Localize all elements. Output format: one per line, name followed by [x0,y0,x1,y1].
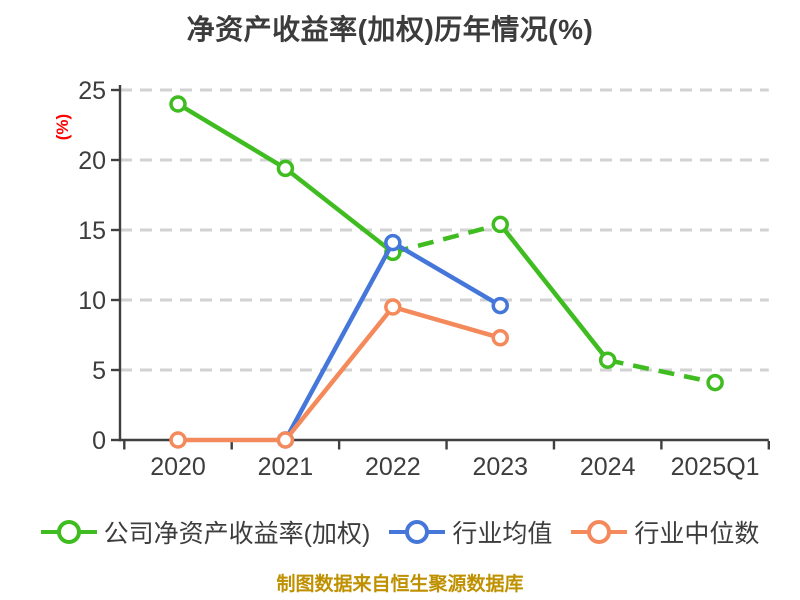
data-point-marker [384,298,402,316]
data-point-marker [169,95,187,113]
series-segment [607,357,716,385]
y-tick-label: 0 [92,427,106,455]
x-tick-label: 2025Q1 [671,453,760,481]
legend-marker-blue-icon [389,520,446,544]
x-tick-label: 2021 [258,453,314,481]
legend-marker-green-icon [40,520,97,544]
series-segment [390,240,503,308]
y-tick-label: 10 [78,287,106,315]
data-point-marker [491,215,510,234]
series-segment [283,304,396,443]
plot-area: 0 5 10 15 20 25 2020 2021 2022 2023 2024 2025Q1 [78,77,771,481]
data-point-marker [491,296,510,315]
data-point-marker [169,431,187,449]
data-point-marker [491,329,510,347]
y-tick-label: 20 [78,147,106,175]
legend-label-industry-median: 行业中位数 [634,520,760,548]
legend-item-industry-median: 行业中位数 [571,514,759,550]
x-tick-label: 2024 [580,453,636,481]
data-point-marker [384,233,402,252]
legend-label-company: 公司净资产收益率(加权) [103,520,371,548]
series-segment [392,222,501,255]
series-segment [390,304,503,341]
x-tick-label: 2023 [472,453,528,481]
data-point-marker [706,373,724,392]
y-tick-label: 15 [78,217,106,245]
data-point-marker [598,351,617,369]
legend-item-industry-mean: 行业均值 [389,514,552,550]
y-tick-label: 5 [92,357,106,385]
data-source-note: 制图数据来自恒生聚源数据库 [276,574,524,595]
series-segment [283,166,396,255]
series-segment [175,101,288,171]
legend-marker-orange-icon [571,520,628,544]
x-tick-label: 2020 [150,453,206,481]
x-tick-label: 2022 [365,453,421,481]
legend-item-company: 公司净资产收益率(加权) [40,514,371,550]
chart-legend: 公司净资产收益率(加权) 行业均值 行业中位数 [0,514,800,550]
series-segment [283,240,396,443]
chart-title: 净资产收益率(加权)历年情况(%) [186,14,594,45]
data-point-marker [276,431,295,449]
series-segment [498,222,610,363]
data-point-marker [276,159,295,178]
legend-label-industry-mean: 行业均值 [452,520,553,548]
y-tick-label: 25 [78,77,106,105]
